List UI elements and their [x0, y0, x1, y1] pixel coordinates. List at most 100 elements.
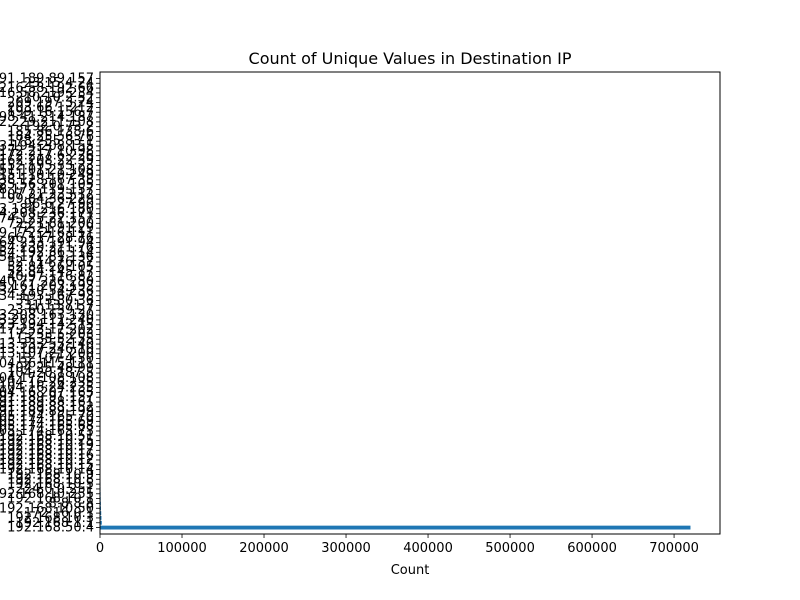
y-tick-label: 54.172.81.136 [0, 250, 94, 265]
y-tick-label: 203.66.1.212 [7, 100, 94, 115]
y-ticks-group: 192.168.50.4192.168.1.1192.168.10.3172.1… [0, 71, 100, 536]
y-tick-label: 52.114.76.37 [7, 255, 94, 270]
y-tick-label: 64.233.191.94 [0, 236, 94, 251]
y-tick-label: 205.174.165.68 [0, 419, 94, 434]
x-tick-label: 300000 [321, 541, 371, 556]
y-tick-label: 151.101.0.249 [0, 168, 94, 183]
y-tick-label: 13.33.255.140 [0, 337, 94, 352]
y-tick-label: 72.21.91.29 [15, 221, 94, 236]
y-tick-label: 104.36.115.111 [0, 356, 94, 371]
y-tick-label: 192.168.10.1 [7, 492, 94, 507]
y-tick-label: 192.168.10.50 [0, 501, 94, 516]
y-tick-label: 104.16.26.235 [0, 376, 94, 391]
y-tick-label: 13.107.246.10 [0, 342, 94, 357]
y-tick-label: 216.58.192.66 [0, 81, 94, 96]
y-tick-label: 192.168.10.3 [7, 511, 94, 526]
y-tick-label: 205.174.165.69 [0, 414, 94, 429]
y-tick-label: 72.21.81.200 [7, 216, 94, 231]
y-tick-label: 104.16.24.235 [0, 381, 94, 396]
x-tick-label: 200000 [239, 541, 289, 556]
y-tick-label: 192.168.10.19 [0, 438, 94, 453]
bar [100, 525, 691, 530]
y-tick-label: 96.6.27.90 [24, 197, 94, 212]
y-tick-label: 192.168.10.51 [0, 429, 94, 444]
y-tick-label: 66.117.28.76 [7, 231, 94, 246]
y-tick-label: 151.101.21.108 [0, 163, 94, 178]
y-tick-label: 40.77.226.250 [0, 274, 94, 289]
y-tick-label: 35.161.203.193 [0, 279, 94, 294]
y-tick-label: 199.16.156.7 [7, 105, 94, 120]
y-tick-label: 23.60.139.27 [7, 303, 94, 318]
y-tick-label: 184.25.56.76 [7, 129, 94, 144]
y-tick-label: 172.217.10.98 [0, 144, 94, 159]
y-tick-label: 74.125.22.157 [0, 211, 94, 226]
x-tick-label: 600000 [567, 541, 617, 556]
y-tick-label: 13.107.4.50 [15, 352, 94, 367]
y-tick-label: 17.253.5.203 [7, 327, 94, 342]
y-tick-label: 23.15.4.24 [24, 76, 94, 91]
y-tick-label: 52.84.26.105 [7, 260, 94, 275]
y-tick-label: 13.107.21.200 [0, 347, 94, 362]
y-tick-label: 104.20.187.5 [7, 366, 94, 381]
x-tick-label: 500000 [485, 541, 535, 556]
y-tick-label: 224.0.0.251 [15, 482, 94, 497]
bar [100, 511, 102, 516]
y-tick-label: 162.208.22.39 [0, 154, 94, 169]
y-tick-label: 192.168.10.16 [0, 448, 94, 463]
y-tick-label: 205.174.165.70 [0, 410, 94, 425]
plot-frame [99, 71, 721, 535]
x-tick-label: 700000 [649, 541, 699, 556]
y-tick-label: 192.168.10.9 [7, 467, 94, 482]
y-tick-label: 138.128.167.38 [0, 173, 94, 188]
y-tick-label: 205.174.165.73 [0, 424, 94, 439]
y-tick-label: 216.58.219.234 [0, 86, 94, 101]
y-tick-label: 31.13.80.36 [15, 294, 94, 309]
y-tick-label: 192.168.10.8 [7, 472, 94, 487]
chart-title: Count of Unique Values in Destination IP [249, 49, 572, 68]
y-tick-label: 192.168.10.14 [0, 463, 94, 478]
y-tick-label: 185.86.138.6 [7, 125, 94, 140]
y-tick-label: 99.84.36.229 [7, 192, 94, 207]
y-tick-label: 173.194.208.155 [0, 139, 94, 154]
y-tick-label: 91.189.89.157 [0, 71, 94, 86]
y-tick-label: 192.229.211.108 [0, 115, 94, 130]
y-tick-label: 40.97.116.82 [7, 269, 94, 284]
y-tick-label: 192.168.10.17 [0, 443, 94, 458]
y-tick-label: 31.13.71.7 [24, 298, 94, 313]
y-tick-label: 104.17.108.108 [0, 371, 94, 386]
y-tick-label: 192.168.1.1 [15, 516, 94, 531]
y-tick-label: 23.208.163.130 [0, 308, 94, 323]
bars-group [100, 76, 691, 530]
y-tick-label: 69.172.216.111 [0, 226, 94, 241]
y-tick-label: 178.255.83.1 [7, 134, 94, 149]
y-tick-label: 8.8.8.8 [49, 496, 94, 511]
y-tick-label: 107.21.233.12 [0, 187, 94, 202]
y-tick-label: 192.168.10.15 [0, 458, 94, 473]
y-tick-label: 91.189.91.157 [0, 390, 94, 405]
y-tick-label: 74.208.236.171 [0, 207, 94, 222]
x-tick-label: 0 [96, 541, 104, 556]
y-tick-label: 104.16.207.165 [0, 385, 94, 400]
x-axis-label: Count [391, 563, 430, 578]
y-tick-label: 54.230.211.76 [0, 240, 94, 255]
y-tick-label: 210.10.2.52 [15, 91, 94, 106]
y-tick-label: 91.189.89.199 [0, 405, 94, 420]
bar [100, 520, 102, 525]
y-tick-label: 91.189.88.161 [0, 395, 94, 410]
y-tick-label: 198.41.214.187 [0, 110, 94, 125]
y-tick-label: 91.189.88.152 [0, 400, 94, 415]
y-tick-label: 209.197.3.24 [7, 96, 94, 111]
y-tick-label: 152.195.33.23 [0, 158, 94, 173]
y-tick-label: 192.168.10.5 [7, 477, 94, 492]
y-tick-label: 13.35.52.55 [15, 332, 94, 347]
y-tick-label: 23.194.142.15 [0, 318, 94, 333]
y-tick-label: 34.210.54.236 [0, 284, 94, 299]
y-tick-label: 17.253.17.202 [0, 323, 94, 338]
y-tick-label: 104.25.48.99 [7, 361, 94, 376]
y-tick-label: 172.217.6.226 [0, 149, 94, 164]
x-ticks-group: 0 100000 200000 300000 400000 500000 600000 700… [96, 534, 699, 556]
y-tick-label: 93.184.216.180 [0, 202, 94, 217]
y-tick-label: 192.168.10.255 [0, 487, 94, 502]
x-tick-label: 100000 [157, 541, 207, 556]
